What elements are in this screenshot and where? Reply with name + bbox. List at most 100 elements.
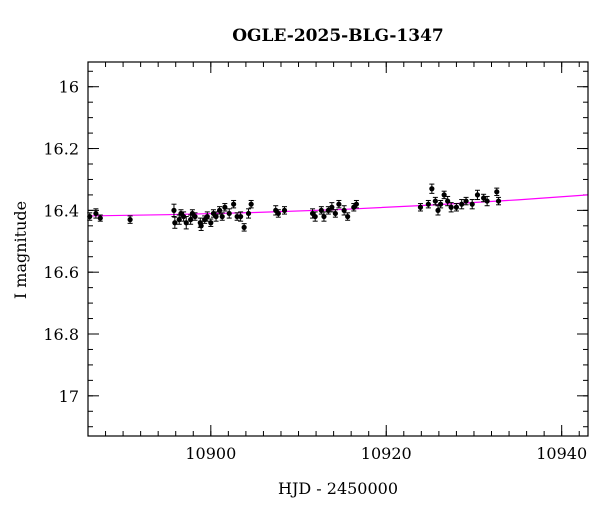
data-point bbox=[432, 196, 438, 206]
data-point bbox=[459, 199, 465, 210]
data-point bbox=[198, 220, 204, 231]
data-point-marker bbox=[198, 223, 204, 229]
data-point-marker bbox=[204, 213, 210, 220]
data-point-marker bbox=[213, 213, 219, 220]
data-point-marker bbox=[238, 213, 244, 220]
data-point-marker bbox=[183, 220, 189, 226]
data-point bbox=[474, 189, 481, 201]
data-point bbox=[341, 205, 347, 216]
data-point-marker bbox=[208, 220, 214, 226]
data-point-marker bbox=[332, 210, 338, 217]
data-point-marker bbox=[463, 198, 469, 204]
axis-ticks bbox=[87, 62, 588, 436]
data-point bbox=[453, 203, 460, 212]
data-point bbox=[345, 212, 351, 221]
data-point bbox=[172, 216, 178, 229]
data-point bbox=[438, 199, 444, 209]
data-point-marker bbox=[188, 217, 194, 223]
data-point bbox=[241, 223, 247, 232]
data-point bbox=[208, 218, 214, 227]
plot-frame bbox=[87, 61, 589, 437]
data-point-marker bbox=[192, 213, 198, 220]
data-point-marker bbox=[226, 210, 232, 217]
data-point bbox=[248, 199, 254, 209]
data-point-marker bbox=[312, 213, 318, 220]
data-point-marker bbox=[176, 217, 182, 223]
data-point bbox=[353, 199, 360, 209]
data-point bbox=[238, 211, 244, 222]
data-point bbox=[226, 208, 232, 219]
data-point bbox=[336, 199, 342, 209]
data-point-marker bbox=[181, 213, 187, 220]
data-point bbox=[231, 199, 237, 209]
data-point-marker bbox=[127, 217, 133, 223]
data-point bbox=[435, 205, 441, 216]
x-axis-label: HJD - 2450000 bbox=[278, 479, 398, 498]
y-tick-label: 16.4 bbox=[43, 201, 79, 220]
data-point bbox=[245, 208, 252, 219]
x-tick-label: 10940 bbox=[536, 444, 587, 463]
x-tick-label: 10920 bbox=[361, 444, 412, 463]
data-point bbox=[171, 203, 177, 218]
data-point-marker bbox=[219, 213, 225, 220]
data-point-marker bbox=[248, 201, 254, 207]
data-point-marker bbox=[97, 215, 103, 221]
data-point-marker bbox=[321, 213, 327, 220]
data-point bbox=[275, 209, 281, 218]
data-point bbox=[494, 187, 500, 197]
data-point-marker bbox=[245, 210, 252, 217]
data-point-marker bbox=[432, 198, 438, 204]
data-point-marker bbox=[216, 207, 223, 213]
data-point-marker bbox=[353, 201, 360, 207]
data-point-marker bbox=[172, 220, 178, 226]
data-point-marker bbox=[435, 207, 441, 213]
data-point-marker bbox=[341, 207, 347, 213]
data-point-marker bbox=[429, 186, 435, 192]
data-point bbox=[216, 206, 223, 215]
data-point bbox=[448, 202, 454, 213]
data-point bbox=[484, 195, 490, 207]
data-point-marker bbox=[417, 204, 424, 210]
data-point bbox=[463, 196, 469, 206]
data-point-marker bbox=[275, 210, 281, 217]
data-point-marker bbox=[469, 201, 475, 207]
data-point-marker bbox=[474, 192, 481, 198]
data-point bbox=[127, 215, 133, 224]
data-point-marker bbox=[453, 204, 460, 210]
data-point-marker bbox=[241, 224, 247, 230]
data-point-marker bbox=[231, 201, 237, 207]
data-point-marker bbox=[281, 207, 288, 213]
y-tick-label: 16.6 bbox=[43, 263, 79, 282]
data-point bbox=[183, 216, 189, 230]
y-tick-label: 16.8 bbox=[43, 325, 79, 344]
data-point-marker bbox=[93, 210, 99, 217]
data-point bbox=[329, 202, 335, 213]
data-point bbox=[321, 211, 327, 222]
data-point-marker bbox=[494, 189, 500, 195]
data-point bbox=[425, 199, 431, 209]
data-point bbox=[318, 206, 324, 215]
data-point bbox=[312, 211, 318, 222]
y-tick-label: 16 bbox=[59, 78, 79, 97]
data-point-marker bbox=[459, 201, 465, 207]
data-point-marker bbox=[438, 201, 444, 207]
chart-title: OGLE-2025-BLG-1347 bbox=[232, 26, 444, 46]
data-point bbox=[192, 212, 198, 221]
data-point bbox=[495, 196, 502, 206]
data-point bbox=[441, 190, 447, 200]
data-point-marker bbox=[222, 204, 228, 210]
data-point bbox=[332, 209, 338, 218]
y-axis-label: I magnitude bbox=[11, 201, 30, 299]
data-point-marker bbox=[345, 213, 351, 220]
data-point-marker bbox=[336, 201, 342, 207]
data-point bbox=[469, 199, 475, 210]
data-point-marker bbox=[329, 204, 335, 210]
data-point bbox=[222, 203, 228, 212]
data-point-marker bbox=[448, 204, 454, 210]
data-point bbox=[219, 212, 225, 221]
data-point bbox=[417, 203, 424, 212]
data-point bbox=[429, 183, 435, 194]
data-point-marker bbox=[425, 201, 431, 207]
axis-tick-labels: 10900 10920 10940 16 16.2 16.4 16.6 16.8 17 bbox=[43, 78, 587, 463]
